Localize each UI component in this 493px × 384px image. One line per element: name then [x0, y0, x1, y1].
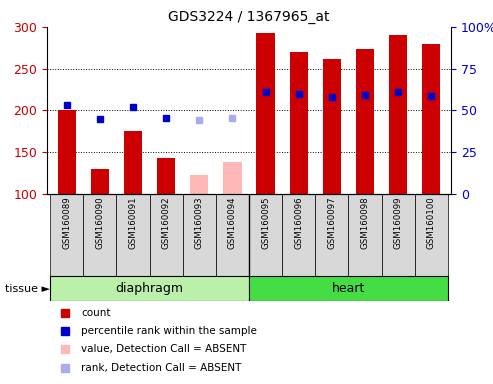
- Bar: [223, 162, 242, 194]
- Bar: [382, 194, 415, 276]
- Bar: [58, 111, 76, 194]
- Bar: [249, 194, 282, 276]
- Text: GSM160093: GSM160093: [195, 196, 204, 249]
- Text: GSM160098: GSM160098: [360, 196, 369, 249]
- Text: GSM160094: GSM160094: [228, 196, 237, 249]
- Bar: [190, 175, 209, 194]
- Bar: [315, 194, 349, 276]
- Text: percentile rank within the sample: percentile rank within the sample: [81, 326, 257, 336]
- Text: GSM160097: GSM160097: [327, 196, 336, 249]
- Text: heart: heart: [332, 283, 365, 295]
- Bar: [349, 194, 382, 276]
- Text: diaphragm: diaphragm: [115, 283, 183, 295]
- Bar: [389, 35, 407, 194]
- Bar: [50, 276, 249, 301]
- Text: rank, Detection Call = ABSENT: rank, Detection Call = ABSENT: [81, 363, 242, 373]
- Bar: [116, 194, 149, 276]
- Bar: [415, 194, 448, 276]
- Bar: [216, 194, 249, 276]
- Text: GSM160096: GSM160096: [294, 196, 303, 249]
- Text: GSM160090: GSM160090: [95, 196, 105, 249]
- Title: GDS3224 / 1367965_at: GDS3224 / 1367965_at: [168, 10, 330, 25]
- Bar: [249, 276, 448, 301]
- Text: GSM160091: GSM160091: [129, 196, 138, 249]
- Bar: [83, 194, 116, 276]
- Text: GSM160099: GSM160099: [393, 196, 403, 249]
- Bar: [157, 158, 175, 194]
- Bar: [50, 194, 83, 276]
- Bar: [149, 194, 183, 276]
- Bar: [124, 131, 142, 194]
- Bar: [183, 194, 216, 276]
- Text: count: count: [81, 308, 111, 318]
- Bar: [323, 60, 341, 194]
- Bar: [422, 43, 440, 194]
- Text: tissue ►: tissue ►: [5, 284, 50, 294]
- Bar: [282, 194, 315, 276]
- Text: GSM160095: GSM160095: [261, 196, 270, 249]
- Text: GSM160100: GSM160100: [427, 196, 436, 249]
- Bar: [256, 33, 275, 194]
- Bar: [289, 52, 308, 194]
- Text: GSM160089: GSM160089: [62, 196, 71, 249]
- Bar: [356, 49, 374, 194]
- Bar: [91, 169, 109, 194]
- Text: GSM160092: GSM160092: [162, 196, 171, 249]
- Text: value, Detection Call = ABSENT: value, Detection Call = ABSENT: [81, 344, 246, 354]
